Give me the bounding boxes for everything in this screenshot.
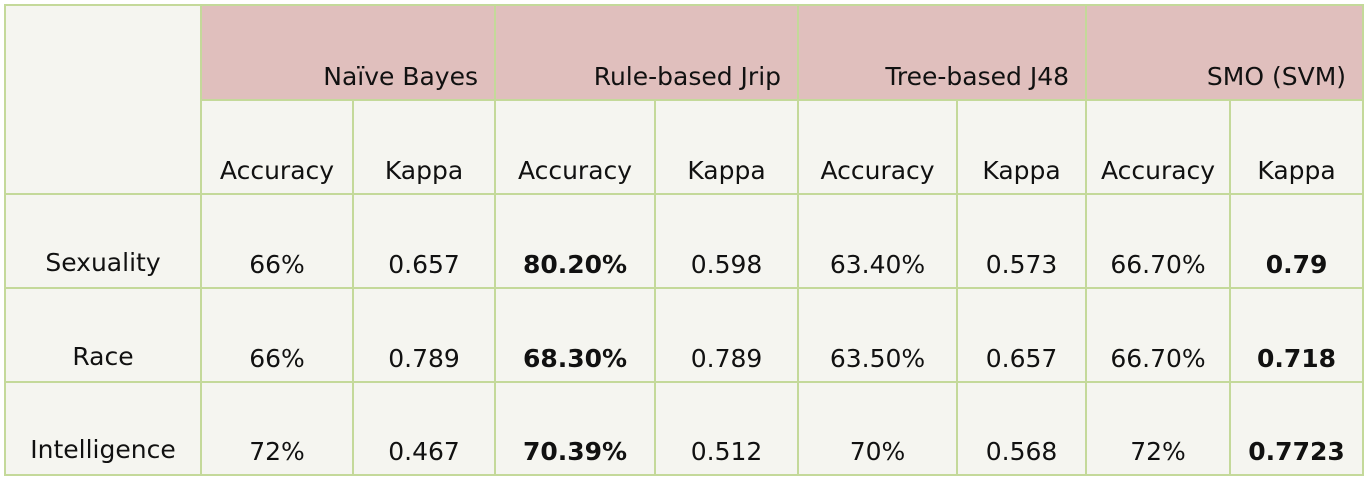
table-cell: 0.789: [654, 287, 800, 383]
cell-value: 0.657: [985, 344, 1058, 373]
row-label: Intelligence: [4, 381, 202, 476]
corner-cell: [4, 4, 202, 195]
cell-value: 70.39%: [522, 437, 628, 466]
cell-value: 63.40%: [829, 250, 926, 279]
table-cell: 0.573: [956, 193, 1088, 289]
metric-header: Kappa: [956, 99, 1088, 195]
cell-value: 66%: [249, 344, 305, 373]
model-header-row: Naïve Bayes Rule-based Jrip Tree-based J…: [4, 4, 1365, 195]
metric-label: Kappa: [1257, 156, 1336, 185]
table-cell: 72%: [200, 381, 354, 476]
table-cell: 0.598: [654, 193, 800, 289]
row-label-text: Race: [72, 342, 134, 371]
table-cell: 0.7723: [1229, 381, 1365, 476]
model-header-naive-bayes: Naïve Bayes: [199, 4, 497, 101]
row-label-text: Sexuality: [45, 248, 161, 277]
table-cell: 0.789: [351, 287, 497, 383]
table-row: Intelligence 72% 0.467 70.39% 0.512 70% …: [4, 381, 1365, 476]
table-cell: 68.30%: [494, 287, 657, 383]
cell-value: 66.70%: [1110, 344, 1206, 373]
cell-value: 68.30%: [522, 344, 628, 373]
cell-value: 0.79: [1265, 250, 1328, 279]
row-label-text: Intelligence: [30, 435, 176, 464]
table-cell: 0.512: [654, 381, 800, 476]
cell-value: 66.70%: [1110, 250, 1206, 279]
table-cell: 0.657: [956, 287, 1088, 383]
metric-label: Kappa: [982, 156, 1061, 185]
cell-value: 0.657: [388, 250, 460, 279]
cell-value: 0.7723: [1248, 437, 1345, 466]
table-cell: 63.40%: [797, 193, 959, 289]
table-cell: 66%: [200, 287, 354, 383]
metric-header: Kappa: [1229, 99, 1365, 195]
cell-value: 0.598: [690, 250, 763, 279]
metric-header: Accuracy: [1085, 99, 1232, 195]
table-row: Sexuality 66% 0.657 80.20% 0.598 63.40% …: [4, 193, 1365, 289]
metric-header-row: Accuracy Kappa Accuracy Kappa Accuracy K…: [5, 99, 1365, 195]
table-cell: 72%: [1085, 381, 1232, 476]
results-table-container: Naïve Bayes Rule-based Jrip Tree-based J…: [4, 4, 1365, 476]
cell-value: 0.512: [690, 437, 763, 466]
cell-value: 70%: [849, 437, 906, 466]
metric-label: Accuracy: [517, 156, 633, 185]
table-cell: 70.39%: [494, 381, 657, 476]
model-name: Naïve Bayes: [323, 62, 479, 91]
metric-header: Kappa: [351, 99, 497, 195]
results-table: Naïve Bayes Rule-based Jrip Tree-based J…: [4, 4, 1365, 476]
model-name: Rule-based Jrip: [593, 62, 782, 91]
metric-label: Accuracy: [1100, 156, 1216, 185]
metric-label: Accuracy: [219, 156, 335, 185]
table-cell: 80.20%: [494, 193, 657, 289]
row-label: Sexuality: [4, 193, 202, 289]
cell-value: 0.568: [985, 437, 1058, 466]
table-cell: 66.70%: [1085, 287, 1232, 383]
cell-value: 66%: [249, 250, 305, 279]
model-header-jrip: Rule-based Jrip: [494, 4, 800, 101]
metric-header: Accuracy: [200, 99, 354, 195]
table-cell: 66%: [200, 193, 354, 289]
cell-value: 80.20%: [522, 250, 628, 279]
table-cell: 63.50%: [797, 287, 959, 383]
metric-header: Kappa: [654, 99, 800, 195]
table-cell: 0.79: [1229, 193, 1365, 289]
cell-value: 0.467: [388, 437, 460, 466]
model-header-j48: Tree-based J48: [797, 4, 1088, 101]
table-cell: 70%: [797, 381, 959, 476]
row-label: Race: [4, 287, 202, 383]
model-name: SMO (SVM): [1206, 62, 1347, 91]
cell-value: 63.50%: [829, 344, 926, 373]
cell-value: 0.789: [388, 344, 460, 373]
cell-value: 0.718: [1256, 344, 1337, 373]
table-cell: 0.467: [351, 381, 497, 476]
table-cell: 0.568: [956, 381, 1088, 476]
metric-header: Accuracy: [494, 99, 657, 195]
table-cell: 0.657: [351, 193, 497, 289]
metric-header: Accuracy: [797, 99, 959, 195]
cell-value: 72%: [1130, 437, 1186, 466]
model-name: Tree-based J48: [885, 62, 1070, 91]
cell-value: 0.789: [690, 344, 763, 373]
cell-value: 0.573: [985, 250, 1058, 279]
table-row: Race 66% 0.789 68.30% 0.789 63.50% 0.657…: [4, 287, 1365, 383]
table-cell: 0.718: [1229, 287, 1365, 383]
metric-label: Kappa: [687, 156, 766, 185]
metric-label: Kappa: [384, 156, 464, 185]
table-cell: 66.70%: [1085, 193, 1232, 289]
cell-value: 72%: [249, 437, 305, 466]
model-header-smo: SMO (SVM): [1085, 4, 1365, 101]
metric-label: Accuracy: [820, 156, 935, 185]
